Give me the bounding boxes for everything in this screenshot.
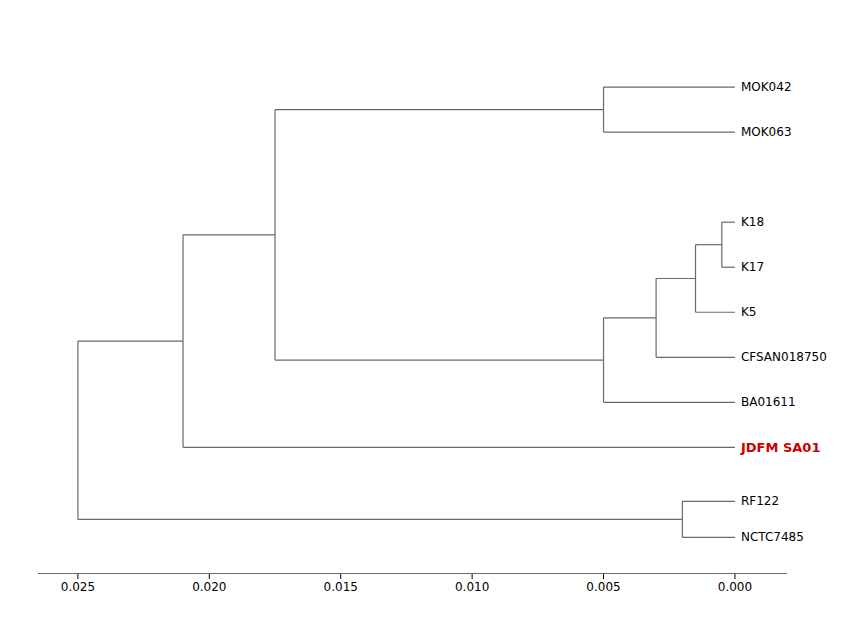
svg-text:CFSAN018750: CFSAN018750 xyxy=(741,350,827,364)
svg-text:NCTC7485: NCTC7485 xyxy=(741,530,804,544)
svg-text:0.025: 0.025 xyxy=(61,580,95,594)
svg-text:0.005: 0.005 xyxy=(586,580,620,594)
svg-text:0.015: 0.015 xyxy=(324,580,358,594)
svg-text:K17: K17 xyxy=(741,260,764,274)
svg-text:K18: K18 xyxy=(741,215,764,229)
svg-text:0.000: 0.000 xyxy=(718,580,752,594)
svg-text:BA01611: BA01611 xyxy=(741,395,796,409)
svg-text:JDFM SA01: JDFM SA01 xyxy=(740,440,821,455)
svg-text:MOK042: MOK042 xyxy=(741,80,792,94)
svg-text:RF122: RF122 xyxy=(741,494,779,508)
svg-text:0.020: 0.020 xyxy=(192,580,226,594)
svg-text:K5: K5 xyxy=(741,305,757,319)
svg-text:MOK063: MOK063 xyxy=(741,125,792,139)
svg-text:0.010: 0.010 xyxy=(455,580,489,594)
